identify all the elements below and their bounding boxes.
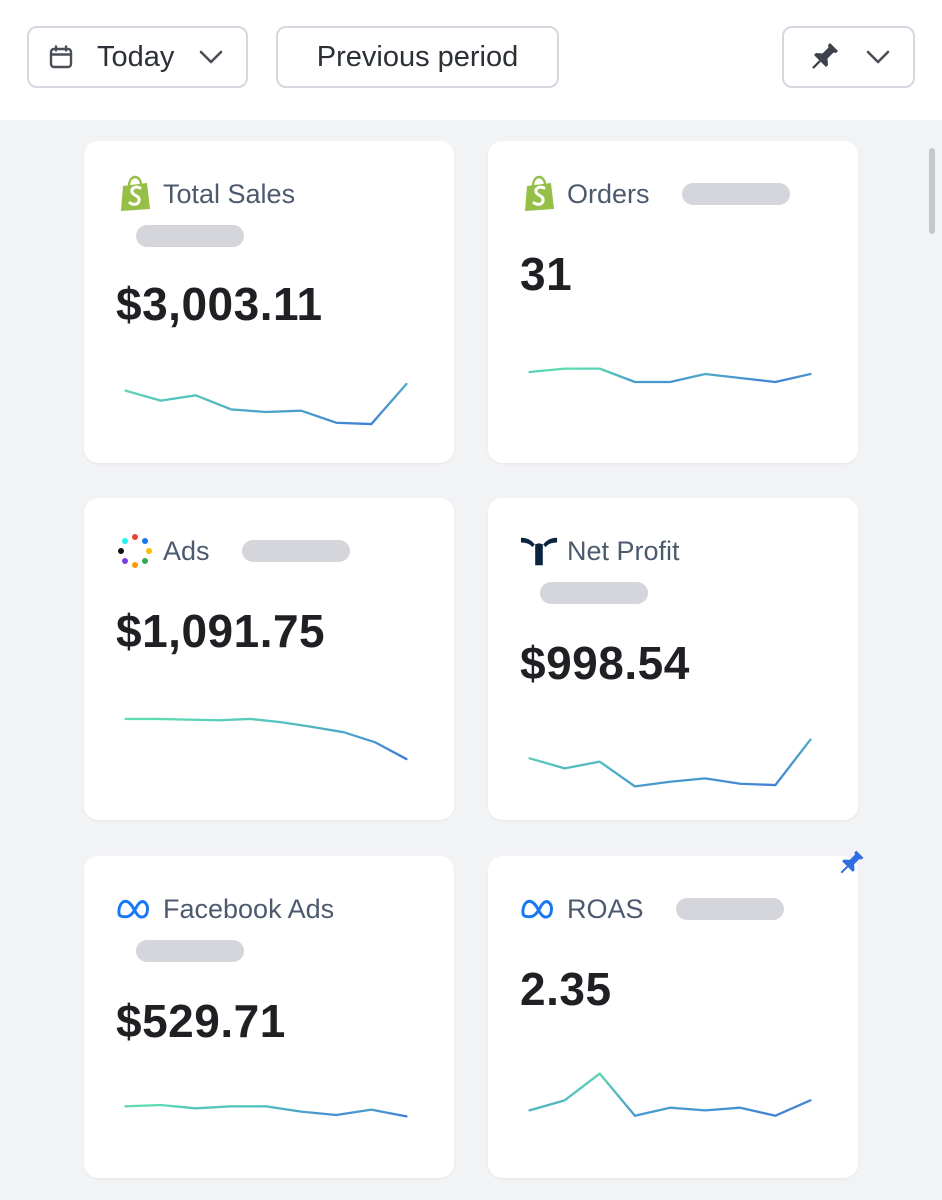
metric-title: Orders bbox=[567, 178, 650, 209]
sparkline-series bbox=[124, 382, 408, 426]
sparkline-chart bbox=[124, 382, 408, 426]
triple-whale-icon bbox=[520, 532, 558, 570]
change-placeholder bbox=[675, 898, 784, 920]
sparkline-chart bbox=[124, 1103, 408, 1118]
metric-card-total-sales[interactable]: Total Sales $3,003.11 bbox=[84, 141, 454, 463]
metric-value: 2.35 bbox=[520, 963, 612, 1015]
metric-title: Facebook Ads bbox=[163, 893, 335, 924]
sparkline-series bbox=[528, 1072, 812, 1117]
metric-card-ads[interactable]: Ads $1,091.75 bbox=[84, 498, 454, 820]
date-range-dropdown[interactable]: Today bbox=[27, 26, 248, 88]
sparkline-series bbox=[528, 738, 812, 788]
metric-title: Total Sales bbox=[163, 178, 296, 209]
metric-value: $998.54 bbox=[520, 637, 690, 689]
metric-card-roas[interactable]: ROAS 2.35 bbox=[488, 856, 858, 1178]
sparkline-series bbox=[124, 717, 408, 761]
sparkline-chart bbox=[124, 717, 408, 761]
chevron-down-icon bbox=[866, 50, 889, 64]
compare-period-button[interactable]: Previous period bbox=[276, 26, 559, 88]
metric-card-net-profit[interactable]: Net Profit $998.54 bbox=[488, 498, 858, 820]
metric-card-facebook-ads[interactable]: Facebook Ads $529.71 bbox=[84, 856, 454, 1178]
toolbar: Today Previous period bbox=[0, 0, 942, 120]
change-placeholder bbox=[136, 940, 244, 962]
scrollbar[interactable] bbox=[929, 148, 935, 234]
change-placeholder bbox=[681, 183, 790, 205]
sparkline-series bbox=[528, 367, 812, 384]
pin-menu-dropdown[interactable] bbox=[782, 26, 915, 88]
metric-value: $529.71 bbox=[116, 995, 286, 1047]
pin-icon bbox=[811, 42, 838, 69]
metric-value: $1,091.75 bbox=[116, 605, 326, 657]
change-placeholder bbox=[241, 540, 350, 562]
pinned-icon[interactable] bbox=[836, 848, 866, 878]
compare-period-label: Previous period bbox=[316, 40, 519, 73]
meta-icon bbox=[520, 890, 558, 928]
sparkline-chart bbox=[528, 367, 812, 384]
metric-value: 31 bbox=[520, 248, 573, 300]
change-placeholder bbox=[136, 225, 244, 247]
ads-dots-icon bbox=[116, 532, 154, 570]
metric-card-orders[interactable]: Orders 31 bbox=[488, 141, 858, 463]
shopify-icon bbox=[520, 175, 558, 213]
metric-title: Ads bbox=[163, 535, 210, 566]
sparkline-chart bbox=[528, 1072, 812, 1117]
sparkline-series bbox=[124, 1103, 408, 1118]
sparkline-chart bbox=[528, 738, 812, 788]
metric-value: $3,003.11 bbox=[116, 278, 323, 330]
calendar-icon bbox=[49, 45, 73, 69]
metric-title: ROAS bbox=[567, 893, 644, 924]
metric-title: Net Profit bbox=[567, 535, 680, 566]
change-placeholder bbox=[540, 582, 648, 604]
meta-icon bbox=[116, 890, 154, 928]
date-range-label: Today bbox=[97, 40, 175, 73]
chevron-down-icon bbox=[200, 50, 223, 64]
shopify-icon bbox=[116, 175, 154, 213]
